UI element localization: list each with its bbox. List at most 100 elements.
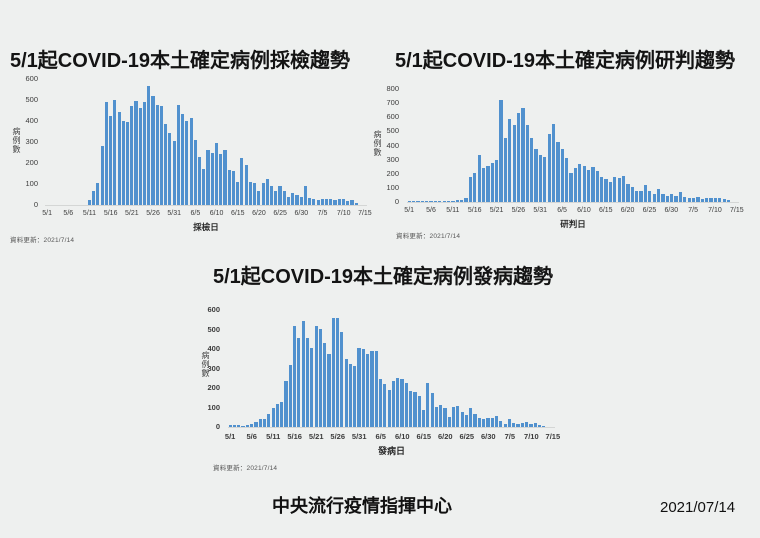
plot-area [228,310,555,428]
y-tick-label: 600 [207,305,220,314]
x-tick-label: 6/20 [620,207,635,214]
bar-slot [244,79,248,205]
bar [310,348,314,427]
bar [340,332,344,427]
bar [325,198,329,205]
bar-slot [210,79,214,205]
bar-slot [324,79,329,205]
bar-slot [172,79,176,205]
bar-slot [274,79,278,205]
bar-slot [292,310,297,427]
bar [604,179,608,202]
bar [643,185,648,202]
bar-slot [473,89,477,202]
bar [189,117,193,205]
bar-slot [288,310,292,427]
bar-slot [282,79,286,205]
y-tick-label: 300 [386,154,399,164]
bar-slot [604,89,608,202]
x-tick-label: 6/25 [273,210,287,217]
x-tick-label: 5/1 [224,432,236,441]
bar [197,156,202,205]
bar [726,199,731,202]
bar [142,102,147,205]
bar [210,152,214,205]
bar-slot [521,89,525,202]
y-tick-label: 200 [386,168,399,178]
x-tick-label: 5/1 [42,210,52,217]
bar [284,381,288,427]
bar [407,201,411,202]
bar [495,159,499,202]
bar [280,401,284,427]
bar-slot [228,310,232,427]
bar [512,423,516,427]
bar [100,146,104,205]
bar [508,118,512,202]
chart-sampling-trend: 5/1起COVID-19本土確定病例採檢趨勢 病例數 0 100 200 300 400… [0,30,380,250]
bar [617,178,621,202]
bar [481,168,486,202]
bar [477,418,481,427]
bar-slot [109,79,113,205]
bar-slot [261,79,265,205]
bar-slot [227,79,231,205]
bar-slot [147,79,151,205]
bar [206,150,210,205]
bar-slot [130,79,134,205]
bar [473,414,477,427]
x-tick-label: 7/10 [336,210,351,217]
y-tick-label: 100 [386,182,399,192]
bar-slot [446,89,451,202]
bar-slot [396,310,400,427]
bar [231,171,235,205]
bar-slot [473,310,477,427]
bar-slot [374,310,378,427]
y-tick-label: 600 [25,74,38,83]
bar-slot [316,79,320,205]
bar [257,191,261,205]
x-tick-label: 5/11 [266,432,281,441]
bar-slot [451,310,456,427]
bar-slot [477,89,481,202]
bar-slot [125,79,130,205]
bar-slot [639,89,643,202]
bar [350,199,354,205]
bar [265,178,269,205]
bar-slot [430,310,434,427]
bar [341,198,346,205]
bar-slot [481,89,486,202]
bar [542,426,546,427]
bar [600,176,604,202]
bar [486,418,490,427]
bar-slot [291,79,295,205]
bar [621,175,626,202]
bar-slot [464,89,468,202]
bar-slot [413,310,417,427]
bar-slot [193,79,197,205]
x-tick-label: 5/31 [533,207,548,214]
bar-slot [591,89,595,202]
x-tick-label: 7/15 [545,432,561,441]
bar-slot [538,89,543,202]
x-tick-label: 6/10 [394,432,410,441]
bar-slot [164,79,168,205]
bar-slot [366,310,370,427]
x-tick-label: 5/16 [287,432,302,441]
bar-slot [595,89,599,202]
bar-slot [600,89,604,202]
bar-slot [525,89,529,202]
bar-slot [426,310,430,427]
bar [185,121,189,205]
plot-area [45,79,367,206]
bar [104,102,108,205]
x-tick-label: 6/10 [577,207,591,214]
bar-slot [507,310,512,427]
bar [327,353,331,427]
x-tick-label: 5/6 [63,210,74,217]
bar-slot [468,89,473,202]
bar-slot [348,310,353,427]
bar [460,199,464,202]
bar [565,158,569,202]
bar-slot [524,310,529,427]
